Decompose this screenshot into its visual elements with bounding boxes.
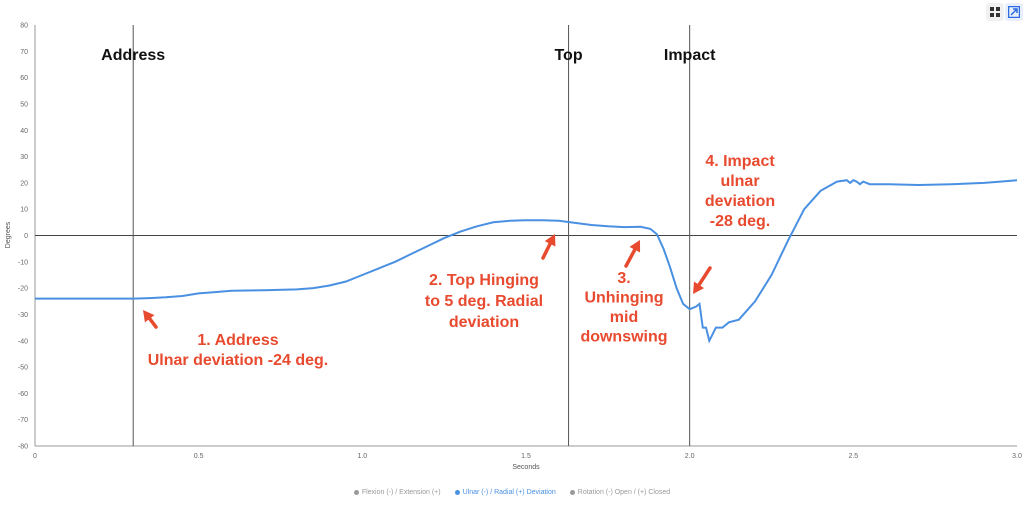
- annotation-3: 3. Unhinging mid downswing: [580, 270, 667, 346]
- y-tick-label: -50: [18, 365, 28, 372]
- x-tick-label: 0.5: [194, 453, 204, 460]
- legend-item-flexion[interactable]: Flexion (-) / Extension (+): [353, 489, 441, 496]
- annotation-line: to 5 deg. Radial: [425, 293, 543, 310]
- marker-label-address: Address: [101, 47, 165, 64]
- x-tick-label: 2.5: [848, 453, 858, 460]
- annotation-line: Unhinging: [584, 290, 663, 307]
- arrow-head: [629, 240, 641, 253]
- arrow-head: [544, 234, 556, 247]
- legend-dot: [569, 490, 575, 495]
- grid-view-button[interactable]: [986, 3, 1004, 21]
- legend-label: Flexion (-) / Extension (+): [361, 489, 441, 496]
- annotation-line: downswing: [580, 329, 667, 346]
- y-tick-label: 30: [20, 154, 28, 161]
- annotation-line: 3.: [617, 270, 630, 287]
- y-tick-label: 40: [20, 128, 28, 135]
- arrow-head: [693, 281, 705, 294]
- annotation-arrows: [143, 234, 712, 329]
- annotation-arrow: [143, 310, 158, 329]
- x-axis-ticks: 0 0.5 1.0 1.5 2.0 2.5 3.0: [33, 453, 1022, 460]
- annotation-arrow: [541, 234, 556, 260]
- annotation-line: deviation: [449, 314, 519, 331]
- annotations: 1. Address Ulnar deviation -24 deg. 2. Top…: [148, 153, 776, 369]
- legend-item-rotation[interactable]: Rotation (-) Open / (+) Closed: [569, 489, 671, 496]
- x-tick-label: 2.0: [685, 453, 695, 460]
- annotation-line: deviation: [705, 193, 775, 210]
- y-tick-label: -20: [18, 286, 28, 293]
- x-axis-title: Seconds: [512, 464, 540, 471]
- marker-label-impact: Impact: [664, 47, 716, 64]
- annotation-arrow: [693, 266, 712, 294]
- annotation-4: 4. Impact ulnar deviation -28 deg.: [705, 153, 775, 230]
- annotation-line: ulnar: [720, 173, 759, 190]
- legend-dot: [454, 490, 460, 495]
- arrow-shaft: [541, 242, 552, 260]
- annotation-line: 2. Top Hinging: [429, 272, 539, 289]
- y-tick-label: 10: [20, 207, 28, 214]
- annotation-line: 4. Impact: [705, 153, 775, 170]
- y-tick-label: 50: [20, 101, 28, 108]
- legend-item-deviation[interactable]: Ulnar (-) / Radial (+) Deviation: [454, 489, 556, 496]
- annotation-line: mid: [610, 309, 638, 326]
- y-tick-label: 20: [20, 180, 28, 187]
- y-axis-ticks: 80 70 60 50 40 30 20 10 0 -10 -20 -30 -40 -50 -60 -70 -8…: [18, 23, 28, 451]
- expand-button[interactable]: [1005, 3, 1023, 21]
- arrow-shaft: [624, 247, 637, 268]
- marker-label-top: Top: [554, 47, 582, 64]
- event-markers: Address Top Impact: [101, 25, 716, 446]
- y-tick-label: 0: [24, 233, 28, 240]
- arrow-shaft: [697, 266, 712, 287]
- x-tick-label: 1.0: [357, 453, 367, 460]
- legend-label: Ulnar (-) / Radial (+) Deviation: [462, 489, 556, 496]
- expand-icon: [1008, 6, 1020, 18]
- y-tick-label: -40: [18, 338, 28, 345]
- y-tick-label: 60: [20, 75, 28, 82]
- y-tick-label: 80: [20, 23, 28, 30]
- annotation-2: 2. Top Hinging to 5 deg. Radial deviation: [425, 272, 543, 331]
- x-tick-label: 0: [33, 453, 37, 460]
- series-line-deviation: [35, 179, 1018, 344]
- annotation-line: -28 deg.: [710, 213, 770, 230]
- y-tick-label: -80: [18, 444, 28, 451]
- annotation-line: Ulnar deviation -24 deg.: [148, 352, 328, 369]
- grid-view-icon: [990, 7, 1000, 17]
- chart-legend: Flexion (-) / Extension (+) Ulnar (-) / …: [0, 489, 1024, 496]
- arrow-shaft: [147, 316, 158, 329]
- y-axis-title: Degrees: [5, 221, 12, 248]
- legend-label: Rotation (-) Open / (+) Closed: [577, 489, 671, 496]
- annotation-1: 1. Address Ulnar deviation -24 deg.: [148, 332, 328, 369]
- y-tick-label: -70: [18, 417, 28, 424]
- y-tick-label: -10: [18, 259, 28, 266]
- annotation-arrow: [624, 240, 641, 268]
- y-tick-label: -30: [18, 312, 28, 319]
- y-tick-label: -60: [18, 391, 28, 398]
- legend-dot: [353, 490, 359, 495]
- x-tick-label: 3.0: [1012, 453, 1022, 460]
- arrow-head: [143, 310, 155, 323]
- y-tick-label: 70: [20, 49, 28, 56]
- x-tick-label: 1.5: [521, 453, 531, 460]
- annotation-line: 1. Address: [197, 332, 278, 349]
